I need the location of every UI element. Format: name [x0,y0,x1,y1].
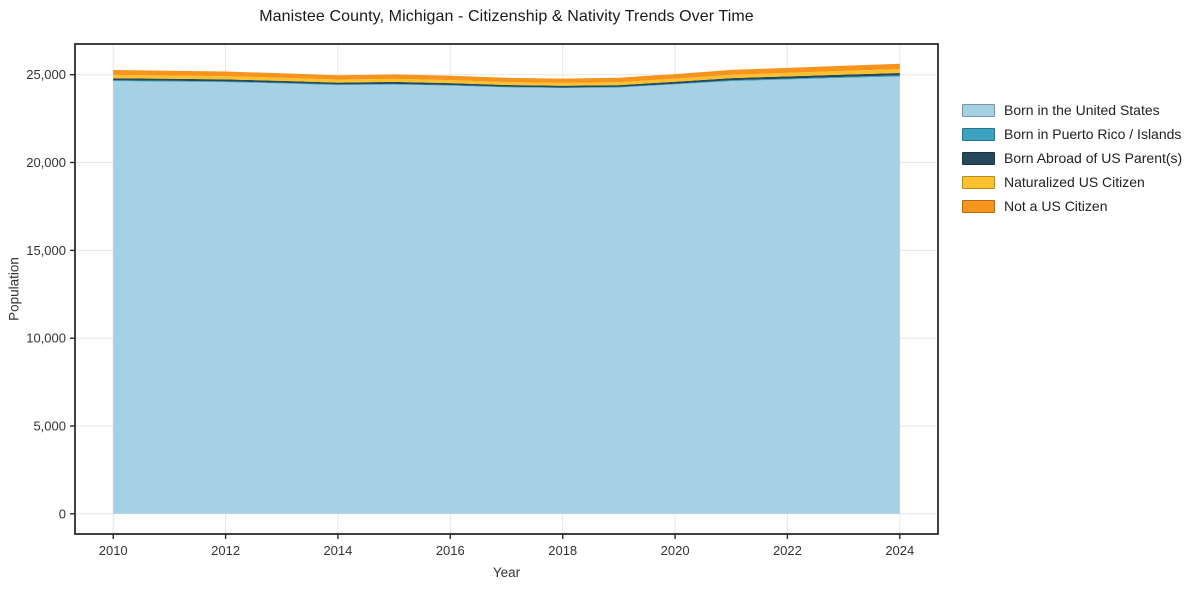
x-tick-label: 2010 [99,543,128,558]
x-tick-label: 2020 [661,543,690,558]
x-tick-label: 2012 [211,543,240,558]
legend: Born in the United States Born in Puerto… [962,102,1183,214]
legend-item-naturalized-us-citizen: Naturalized US Citizen [962,174,1182,190]
area-born-in-us [113,76,900,514]
legend-swatch-born-puerto-rico-islands [962,127,995,141]
axes-frame [74,43,939,535]
x-tick-label: 2014 [323,543,352,558]
legend-item-born-in-us: Born in the United States [962,102,1182,118]
legend-label: Born in the United States [1004,102,1160,118]
legend-label: Born in Puerto Rico / Islands [1004,126,1182,142]
legend-item-not-a-us-citizen: Not a US Citizen [962,198,1182,214]
legend-swatch-born-in-us [962,103,995,117]
x-tick-label: 2018 [548,543,577,558]
y-tick-label: 10,000 [26,331,66,346]
y-axis-label: Population [6,257,22,321]
y-tick-label: 25,000 [26,67,66,82]
x-tick-label: 2016 [436,543,465,558]
y-tick-label: 0 [59,506,66,521]
x-tick-label: 2024 [885,543,914,558]
legend-label: Not a US Citizen [1004,198,1108,214]
area-not-a-us-citizen [113,63,900,83]
x-axis-label: Year [492,565,521,580]
legend-swatch-not-a-us-citizen [962,199,995,213]
y-tick-label: 15,000 [26,243,66,258]
legend-label: Born Abroad of US Parent(s) [1004,150,1183,166]
y-tick-label: 5,000 [33,419,66,434]
legend-item-born-abroad-us-parents: Born Abroad of US Parent(s) [962,150,1183,166]
legend-swatch-naturalized-us-citizen [962,175,995,189]
y-tick-label: 20,000 [26,155,66,170]
x-tick-label: 2022 [773,543,802,558]
legend-label: Naturalized US Citizen [1004,174,1145,190]
area-naturalized-us-citizen [113,69,900,86]
legend-swatch-born-abroad-us-parents [962,151,995,165]
legend-item-born-puerto-rico-islands: Born in Puerto Rico / Islands [962,126,1182,142]
chart-title: Manistee County, Michigan - Citizenship … [259,8,754,25]
